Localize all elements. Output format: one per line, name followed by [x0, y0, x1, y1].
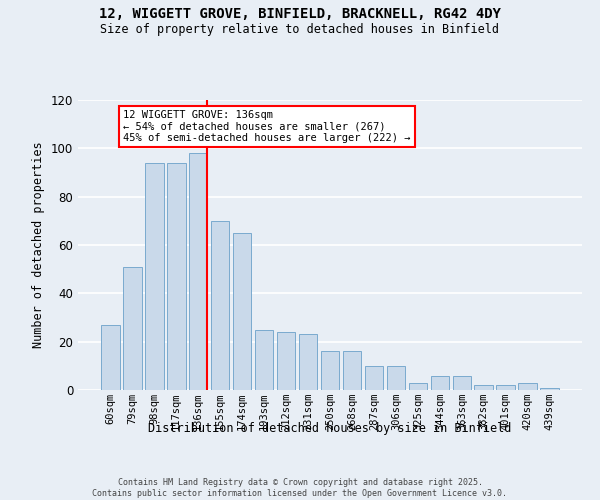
- Bar: [299, 334, 317, 390]
- Bar: [496, 385, 515, 390]
- Bar: [365, 366, 383, 390]
- Bar: [233, 233, 251, 390]
- Bar: [518, 383, 537, 390]
- Text: Size of property relative to detached houses in Binfield: Size of property relative to detached ho…: [101, 22, 499, 36]
- Text: 12, WIGGETT GROVE, BINFIELD, BRACKNELL, RG42 4DY: 12, WIGGETT GROVE, BINFIELD, BRACKNELL, …: [99, 8, 501, 22]
- Text: 12 WIGGETT GROVE: 136sqm
← 54% of detached houses are smaller (267)
45% of semi-: 12 WIGGETT GROVE: 136sqm ← 54% of detach…: [124, 110, 411, 143]
- Bar: [145, 163, 164, 390]
- Bar: [123, 267, 142, 390]
- Text: Distribution of detached houses by size in Binfield: Distribution of detached houses by size …: [148, 422, 512, 435]
- Bar: [211, 221, 229, 390]
- Bar: [320, 352, 340, 390]
- Bar: [101, 325, 119, 390]
- Bar: [167, 163, 185, 390]
- Bar: [255, 330, 274, 390]
- Bar: [277, 332, 295, 390]
- Bar: [343, 352, 361, 390]
- Y-axis label: Number of detached properties: Number of detached properties: [32, 142, 45, 348]
- Bar: [475, 385, 493, 390]
- Text: Contains HM Land Registry data © Crown copyright and database right 2025.
Contai: Contains HM Land Registry data © Crown c…: [92, 478, 508, 498]
- Bar: [409, 383, 427, 390]
- Bar: [431, 376, 449, 390]
- Bar: [386, 366, 405, 390]
- Bar: [189, 153, 208, 390]
- Bar: [541, 388, 559, 390]
- Bar: [452, 376, 471, 390]
